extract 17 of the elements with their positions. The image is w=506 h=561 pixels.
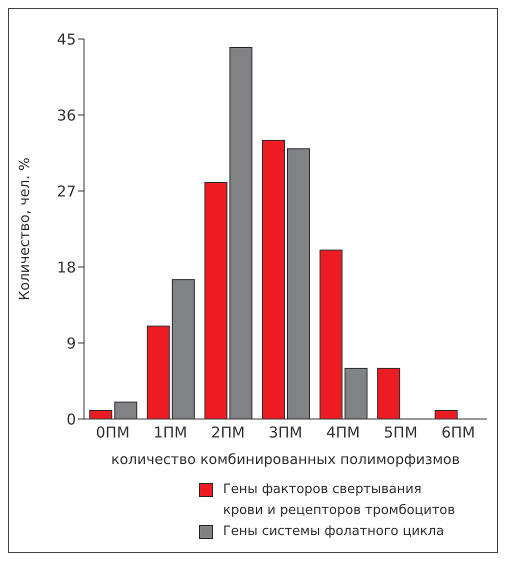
x-axis-title: количество комбинированных полиморфизмов <box>111 452 460 468</box>
x-tick-label: 1ПМ <box>153 424 188 442</box>
legend-label: Гены системы фолатного цикла <box>223 523 444 541</box>
y-tick-label: 18 <box>56 258 76 276</box>
y-tick-label: 0 <box>66 410 76 428</box>
legend-label: Гены факторов свертывания крови и рецепторов тромбоцитов <box>223 481 456 520</box>
x-tick-label: 6ПМ <box>441 424 476 442</box>
y-tick-label: 45 <box>56 30 76 48</box>
x-tick-label: 2ПМ <box>211 424 245 442</box>
y-axis-title: Количество, чел. % <box>16 157 33 301</box>
y-tick-label: 9 <box>66 334 76 352</box>
y-tick-label: 27 <box>56 182 76 200</box>
x-tick-label: 3ПМ <box>268 424 302 442</box>
y-tick-label: 36 <box>56 106 76 124</box>
x-tick-label: 4ПМ <box>326 424 360 442</box>
x-tick-label: 5ПМ <box>384 424 418 442</box>
x-tick-label: 0ПМ <box>96 424 130 442</box>
